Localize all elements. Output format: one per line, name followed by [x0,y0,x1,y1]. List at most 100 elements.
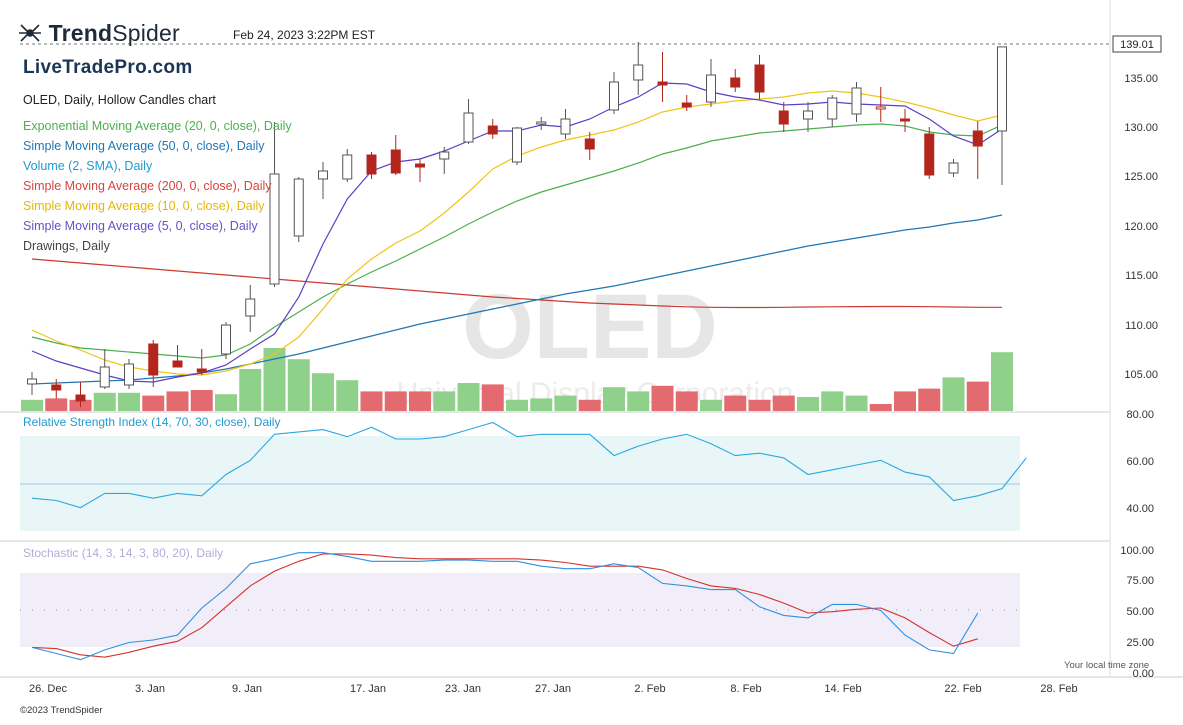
candle-body [196,368,207,373]
date-tick: 28. Feb [1040,683,1077,695]
volume-bar [675,391,698,411]
candle-body [536,121,547,125]
volume-bar [142,395,165,411]
ema20-line [31,123,1003,359]
volume-bar [845,395,868,411]
candle-body [681,102,692,108]
legend-item[interactable]: Exponential Moving Average (20, 0, close… [23,119,292,133]
rsi-label: Relative Strength Index (14, 70, 30, clo… [23,415,280,429]
legend-item[interactable]: Simple Moving Average (200, 0, close), D… [23,179,272,193]
candle-body [706,74,716,103]
price-tick: 135.00 [1124,73,1158,85]
candle-body [99,366,110,388]
volume-bar [506,399,528,411]
stoch-tick: 25.00 [1126,637,1154,649]
candle-body [366,154,377,175]
volume-bar [118,392,140,411]
date-tick: 23. Jan [445,683,481,695]
date-tick: 22. Feb [944,683,981,695]
volume-bar [700,399,722,411]
candle-body [221,324,231,355]
price-tick: 110.00 [1125,320,1158,332]
volume-bar [797,397,819,411]
rsi-line [31,421,1027,509]
last-price-box [1112,35,1162,53]
timezone-note[interactable]: Your local time zone [1064,660,1150,671]
rsi-axis: 80.00 60.00 40.00 [1126,409,1154,515]
volume-bar [166,391,189,411]
chart-title: OLED, Daily, Hollow Candles chart [23,93,216,107]
candle-body [584,138,595,150]
rsi-tick: 40.00 [1126,503,1154,515]
volume-bar [821,391,844,411]
candle-body [778,110,789,125]
volume-bar [942,377,965,411]
volume-bar [966,381,989,411]
candle-body [439,151,450,160]
legend-item[interactable]: Simple Moving Average (50, 0, close), Da… [23,139,265,153]
date-tick: 8. Feb [730,683,761,695]
candle-body [463,112,474,143]
candle-body [390,149,401,174]
candle-body [172,360,183,368]
candle-body [609,81,619,111]
candle-body [972,130,983,147]
volume-bar [748,399,771,411]
candle-body [51,384,62,391]
price-axis: 135.00 130.00 125.00 120.00 115.00 110.0… [1124,73,1158,381]
volume-bar [772,395,795,411]
spider-icon [18,22,42,44]
candle-body [342,154,353,180]
date-tick: 2. Feb [634,683,665,695]
legend-item[interactable]: Volume (2, SMA), Daily [23,159,153,173]
volume-bar [627,391,650,411]
volume-bars [21,348,1013,411]
candle-body [293,178,304,237]
volume-bar [190,390,213,411]
rsi-series [31,421,1027,509]
candle-body [512,127,522,163]
volume-bar [578,399,601,411]
candle-body [875,106,886,110]
volume-bar [215,394,237,411]
volume-bar [384,391,407,411]
volume-bar [312,373,334,411]
candle-body [851,87,862,115]
volume-bar [603,387,625,411]
volume-bar [869,404,892,411]
candle-body [487,125,498,135]
volume-bar [360,391,383,411]
price-tick: 125.00 [1124,171,1158,183]
time-axis: 26. Dec 3. Jan 9. Jan 17. Jan 23. Jan 27… [29,683,1078,695]
brand-logo: TrendSpider [18,20,180,47]
candle-body [754,64,765,93]
candle-body [827,97,838,120]
stoch-tick: 75.00 [1126,575,1154,587]
legend-item[interactable]: Simple Moving Average (5, 0, close), Dai… [23,219,258,233]
volume-bar [336,380,359,411]
volume-bar [433,391,456,411]
price-tick: 105.00 [1124,369,1158,381]
candle-body [803,110,813,120]
sma200-line [31,258,1002,309]
volume-bar [724,395,747,411]
stoch-k-line [31,552,979,661]
stoch-tick: 0.00 [1133,668,1154,680]
rsi-tick: 80.00 [1126,409,1154,421]
legend-item[interactable]: Drawings, Daily [23,239,110,253]
stoch-tick: 100.00 [1120,545,1154,557]
volume-bar [287,359,310,411]
volume-bar [554,395,577,411]
volume-bar [481,384,504,411]
volume-bar [45,398,68,411]
legend-item[interactable]: Simple Moving Average (10, 0, close), Da… [23,199,265,213]
volume-bar [239,369,262,411]
stoch-label: Stochastic (14, 3, 14, 3, 80, 20), Daily [23,546,223,560]
rsi-tick: 60.00 [1126,456,1154,468]
candle-body [997,46,1007,132]
candle-body [560,118,571,135]
volume-bar [21,399,43,411]
brand-bold: Trend [48,20,113,46]
volume-bar [93,392,116,411]
